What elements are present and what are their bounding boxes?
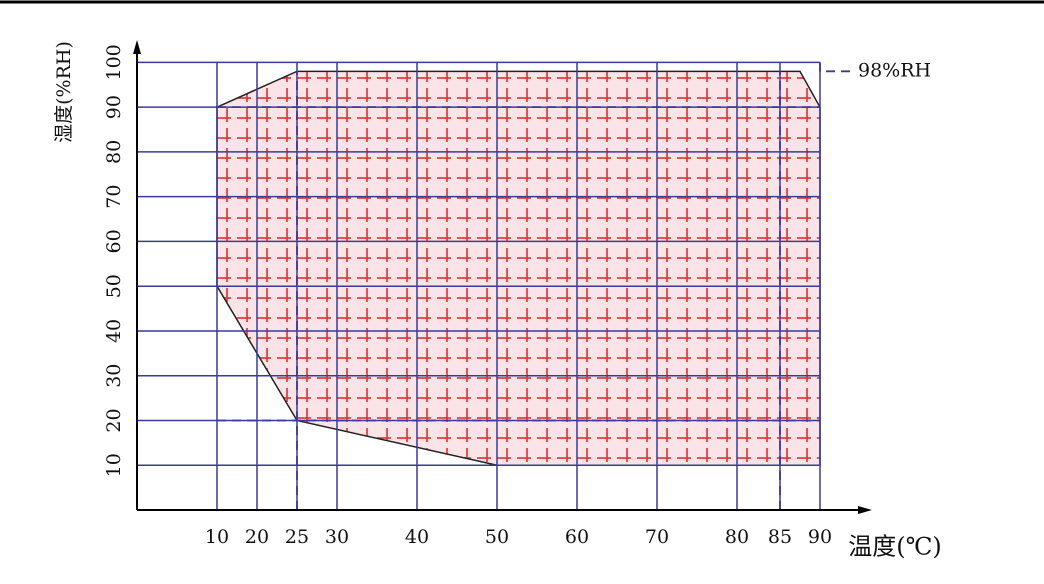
y-tick-label: 50 xyxy=(103,274,125,298)
x-tick-label: 85 xyxy=(768,526,792,548)
x-tick-label: 10 xyxy=(205,526,229,548)
y-tick-label: 10 xyxy=(103,453,125,477)
x-tick-label: 40 xyxy=(405,526,429,548)
region xyxy=(216,70,821,466)
y-tick-label: 30 xyxy=(103,364,125,388)
y-tick-label: 40 xyxy=(103,319,125,343)
x-tick-label: 30 xyxy=(325,526,349,548)
y-tick-label: 60 xyxy=(103,229,125,253)
y-tick-label: 20 xyxy=(103,408,125,432)
y-tick-label: 90 xyxy=(103,95,125,119)
y-tick-label: 100 xyxy=(103,44,125,80)
x-tick-label: 70 xyxy=(645,526,669,548)
y-axis-label: 湿度(%RH) xyxy=(53,41,75,143)
x-tick-label: 90 xyxy=(808,526,832,548)
x-tick-label: 60 xyxy=(565,526,589,548)
x-axis-label: 温度(℃) xyxy=(848,533,942,561)
x-axis-arrow xyxy=(858,506,872,514)
annotation: 98%RH xyxy=(858,59,931,81)
x-tick-label: 80 xyxy=(725,526,749,548)
x-tick-label: 50 xyxy=(485,526,509,548)
y-tick-label: 70 xyxy=(103,185,125,209)
y-axis-arrow xyxy=(133,40,141,54)
reference-leader xyxy=(819,62,850,73)
y-tick-label: 80 xyxy=(103,140,125,164)
x-tick-label: 20 xyxy=(245,526,269,548)
x-tick-label: 25 xyxy=(285,526,309,548)
